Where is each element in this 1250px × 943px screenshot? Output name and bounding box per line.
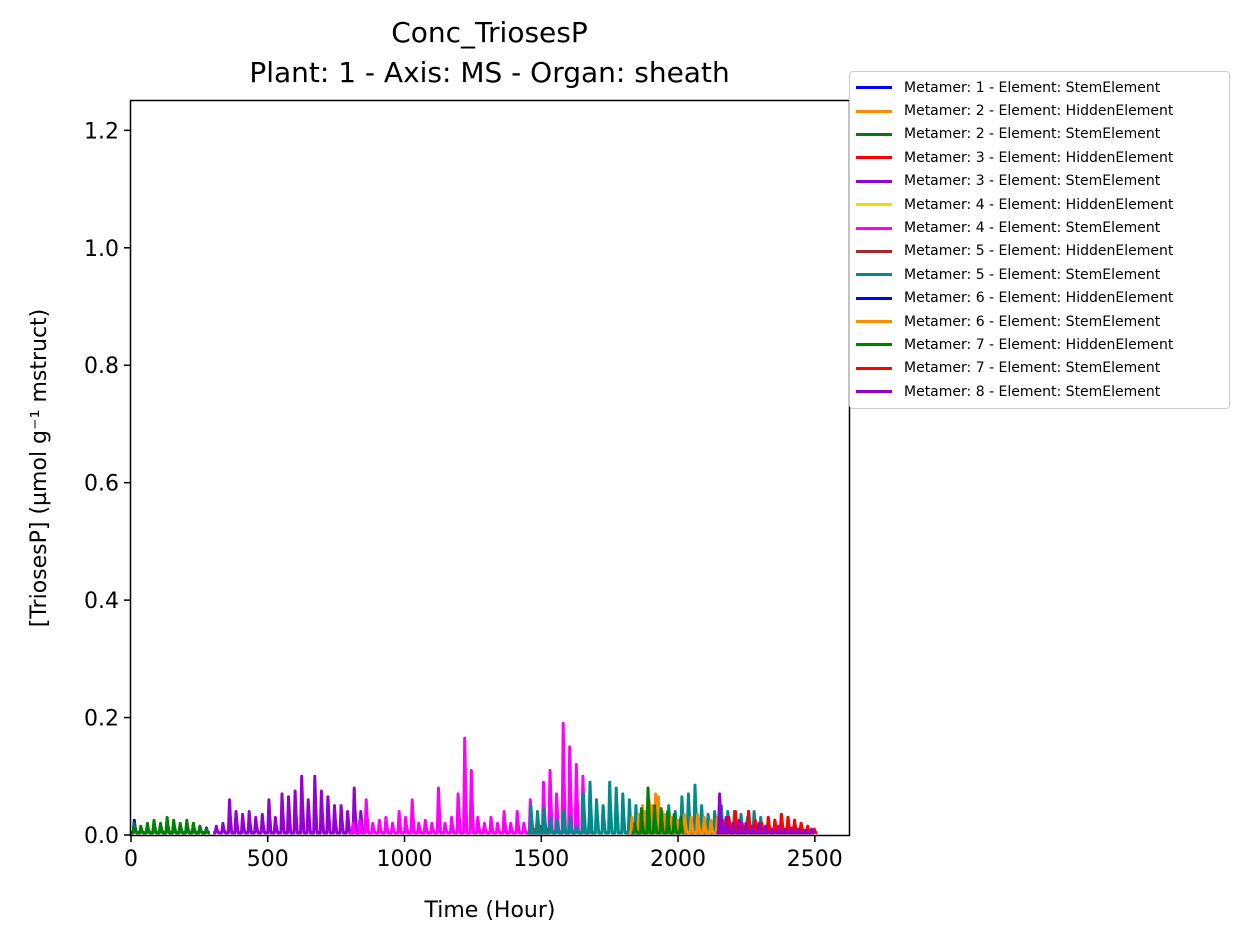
legend-label: Metamer: 4 - Element: HiddenElement [904, 197, 1173, 213]
x-tick-label: 2500 [787, 847, 843, 872]
legend-entry: Metamer: 7 - Element: HiddenElement [850, 333, 1229, 356]
legend-label: Metamer: 5 - Element: StemElement [904, 267, 1160, 283]
legend-entry: Metamer: 5 - Element: HiddenElement [850, 240, 1229, 263]
y-tick-label: 1.2 [84, 119, 119, 144]
legend-swatch [856, 390, 892, 393]
legend-label: Metamer: 1 - Element: StemElement [904, 80, 1160, 96]
legend-entry: Metamer: 1 - Element: StemElement [850, 76, 1229, 99]
legend-swatch [856, 86, 892, 89]
legend-swatch [856, 227, 892, 230]
legend-entry: Metamer: 6 - Element: HiddenElement [850, 287, 1229, 310]
legend-label: Metamer: 6 - Element: StemElement [904, 314, 1160, 330]
legend-swatch [856, 133, 892, 136]
legend-swatch [856, 110, 892, 113]
legend-entry: Metamer: 4 - Element: HiddenElement [850, 193, 1229, 216]
legend-entry: Metamer: 4 - Element: StemElement [850, 216, 1229, 239]
legend-label: Metamer: 7 - Element: StemElement [904, 360, 1160, 376]
series-line-3 [131, 817, 210, 832]
y-tick-label: 0.4 [84, 589, 119, 614]
x-tick-label: 1500 [513, 847, 569, 872]
legend-swatch [856, 297, 892, 300]
y-tick-label: 1.0 [84, 237, 119, 262]
legend-label: Metamer: 2 - Element: StemElement [904, 126, 1160, 142]
legend-entry: Metamer: 7 - Element: StemElement [850, 357, 1229, 380]
legend-swatch [856, 343, 892, 346]
legend-entry: Metamer: 2 - Element: StemElement [850, 123, 1229, 146]
x-axis-label: Time (Hour) [424, 898, 556, 923]
x-tick-label: 500 [247, 847, 289, 872]
legend-entry: Metamer: 3 - Element: StemElement [850, 170, 1229, 193]
legend-swatch [856, 156, 892, 159]
legend-label: Metamer: 3 - Element: StemElement [904, 173, 1160, 189]
legend-label: Metamer: 8 - Element: StemElement [904, 384, 1160, 400]
legend-swatch [856, 180, 892, 183]
legend-swatch [856, 250, 892, 253]
legend-swatch [856, 273, 892, 276]
legend-swatch [856, 320, 892, 323]
legend-entry: Metamer: 5 - Element: StemElement [850, 263, 1229, 286]
legend-entry: Metamer: 3 - Element: HiddenElement [850, 146, 1229, 169]
legend-entry: Metamer: 6 - Element: StemElement [850, 310, 1229, 333]
legend-label: Metamer: 2 - Element: HiddenElement [904, 103, 1173, 119]
series-line-5 [213, 776, 364, 832]
x-tick-label: 1000 [377, 847, 433, 872]
series-layer [131, 723, 818, 832]
legend-label: Metamer: 5 - Element: HiddenElement [904, 243, 1173, 259]
legend-swatch [856, 367, 892, 370]
y-tick-label: 0.0 [84, 824, 119, 849]
legend-entry: Metamer: 2 - Element: HiddenElement [850, 99, 1229, 122]
y-axis-label: [TriosesP] (µmol g⁻¹ mstruct) [27, 309, 52, 627]
x-tick-label: 2000 [650, 847, 706, 872]
plot-frame [131, 101, 850, 836]
y-tick-label: 0.6 [84, 472, 119, 497]
legend-label: Metamer: 3 - Element: HiddenElement [904, 150, 1173, 166]
y-tick-label: 0.8 [84, 354, 119, 379]
legend-swatch [856, 203, 892, 206]
legend-label: Metamer: 4 - Element: StemElement [904, 220, 1160, 236]
legend-label: Metamer: 7 - Element: HiddenElement [904, 337, 1173, 353]
x-tick-label: 0 [124, 847, 138, 872]
legend: Metamer: 1 - Element: StemElement Metamer… [849, 71, 1230, 409]
y-tick-label: 0.2 [84, 707, 119, 732]
series-line-7 [350, 723, 593, 832]
legend-entry: Metamer: 8 - Element: StemElement [850, 380, 1229, 403]
legend-label: Metamer: 6 - Element: HiddenElement [904, 290, 1173, 306]
